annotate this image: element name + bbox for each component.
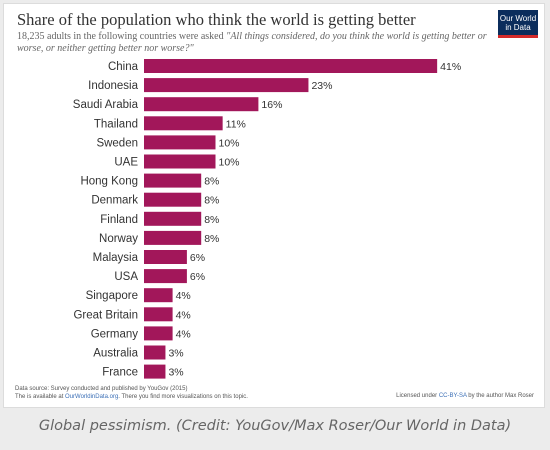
category-label: Finland: [100, 214, 138, 226]
chart-card: Share of the population who think the wo…: [3, 3, 545, 408]
value-label: 8%: [204, 176, 219, 188]
subtitle-prefix: 18,235 adults in the following countries…: [17, 31, 224, 42]
owid-logo[interactable]: Our World in Data: [498, 10, 538, 38]
source-line2-suffix: . There you find more visualizations on …: [118, 394, 248, 400]
category-label: China: [108, 61, 139, 73]
category-label: Sweden: [96, 137, 138, 149]
bar-usa[interactable]: [144, 269, 187, 284]
bar-germany[interactable]: [144, 326, 173, 341]
value-label: 16%: [261, 99, 282, 111]
category-label: Germany: [91, 328, 139, 340]
category-label: Australia: [93, 348, 138, 360]
bar-chart: China 41% Indonesia 23% Saudi Arabia 16% Thail…: [73, 59, 461, 379]
chart-subtitle: 18,235 adults in the following countries…: [17, 31, 492, 55]
bar-indonesia[interactable]: [144, 78, 309, 93]
source-link[interactable]: OurWorldinData.org: [65, 394, 119, 400]
source-note: Data source: Survey conducted and publis…: [15, 385, 248, 401]
value-label: 41%: [440, 61, 461, 73]
category-label: Hong Kong: [80, 176, 138, 188]
value-label: 4%: [176, 328, 191, 340]
value-label: 8%: [204, 214, 219, 226]
category-label: Great Britain: [73, 309, 138, 321]
subtitle-quote: "All things considered, do you think the…: [17, 31, 487, 54]
bar-saudi-arabia[interactable]: [144, 97, 259, 112]
bar-malaysia[interactable]: [144, 250, 187, 264]
category-label: Thailand: [94, 118, 138, 130]
value-label: 8%: [204, 195, 219, 207]
category-label: Indonesia: [88, 80, 138, 92]
value-label: 4%: [176, 309, 191, 321]
value-label: 11%: [226, 118, 246, 130]
license-note: Licensed under CC-BY-SA by the author Ma…: [396, 393, 534, 399]
value-label: 8%: [204, 233, 219, 245]
value-label: 10%: [219, 157, 240, 169]
image-caption: Global pessimism. (Credit: YouGov/Max Ro…: [38, 418, 512, 434]
bar-singapore[interactable]: [144, 288, 173, 303]
logo-line1: Our World: [499, 14, 537, 23]
bar-finland[interactable]: [144, 211, 202, 226]
source-line2-prefix: The is available at: [15, 394, 66, 400]
category-label: Norway: [99, 233, 138, 245]
bar-norway[interactable]: [144, 230, 202, 245]
bar-sweden[interactable]: [144, 135, 216, 150]
category-label: France: [102, 367, 138, 379]
value-label: 6%: [190, 271, 205, 283]
value-label: 4%: [176, 290, 191, 302]
license-link[interactable]: CC-BY-SA: [438, 393, 467, 399]
bar-denmark[interactable]: [144, 192, 202, 207]
value-label: 10%: [219, 137, 240, 149]
logo-line2: in Data: [505, 23, 531, 32]
bar-uae[interactable]: [144, 154, 216, 169]
chart-title: Share of the population who think the wo…: [17, 10, 416, 29]
category-label: Denmark: [91, 195, 138, 207]
category-label: Singapore: [86, 290, 138, 302]
bar-thailand[interactable]: [144, 116, 223, 131]
category-label: Malaysia: [93, 252, 139, 264]
bar-china[interactable]: [144, 59, 438, 73]
bar-france[interactable]: [144, 364, 166, 379]
value-label: 3%: [168, 348, 183, 360]
category-label: USA: [114, 271, 138, 283]
bar-australia[interactable]: [144, 345, 166, 360]
license-prefix: Licensed under: [396, 393, 439, 399]
bar-hong-kong[interactable]: [144, 173, 202, 188]
license-suffix: by the author Max Roser: [466, 393, 534, 399]
category-label: Saudi Arabia: [73, 99, 139, 111]
category-label: UAE: [114, 157, 138, 169]
value-label: 23%: [311, 80, 332, 92]
bar-great-britain[interactable]: [144, 307, 173, 322]
source-line1: Data source: Survey conducted and publis…: [15, 386, 188, 392]
value-label: 6%: [190, 252, 205, 264]
value-label: 3%: [168, 367, 183, 379]
